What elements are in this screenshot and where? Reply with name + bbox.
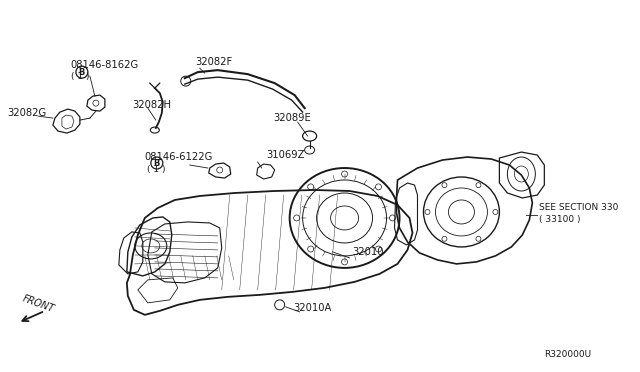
Text: ( 33100 ): ( 33100 ): [540, 215, 581, 224]
Text: ( 1 ): ( 1 ): [147, 164, 165, 173]
Text: FRONT: FRONT: [20, 294, 55, 314]
Text: 31069Z: 31069Z: [267, 150, 305, 160]
Text: B: B: [79, 68, 85, 77]
Text: 08146-8162G: 08146-8162G: [70, 60, 138, 70]
Text: 32010: 32010: [353, 247, 384, 257]
Text: 32082G: 32082G: [7, 108, 46, 118]
Text: ( 1 ): ( 1 ): [71, 72, 90, 81]
Text: B: B: [154, 158, 160, 167]
Text: R320000U: R320000U: [545, 350, 591, 359]
Text: 32010A: 32010A: [294, 303, 332, 313]
Text: 32089E: 32089E: [274, 113, 312, 123]
Text: 32082F: 32082F: [196, 57, 233, 67]
Text: 32082H: 32082H: [132, 100, 171, 110]
Text: 08146-6122G: 08146-6122G: [145, 152, 213, 162]
Text: SEE SECTION 330: SEE SECTION 330: [540, 203, 619, 212]
